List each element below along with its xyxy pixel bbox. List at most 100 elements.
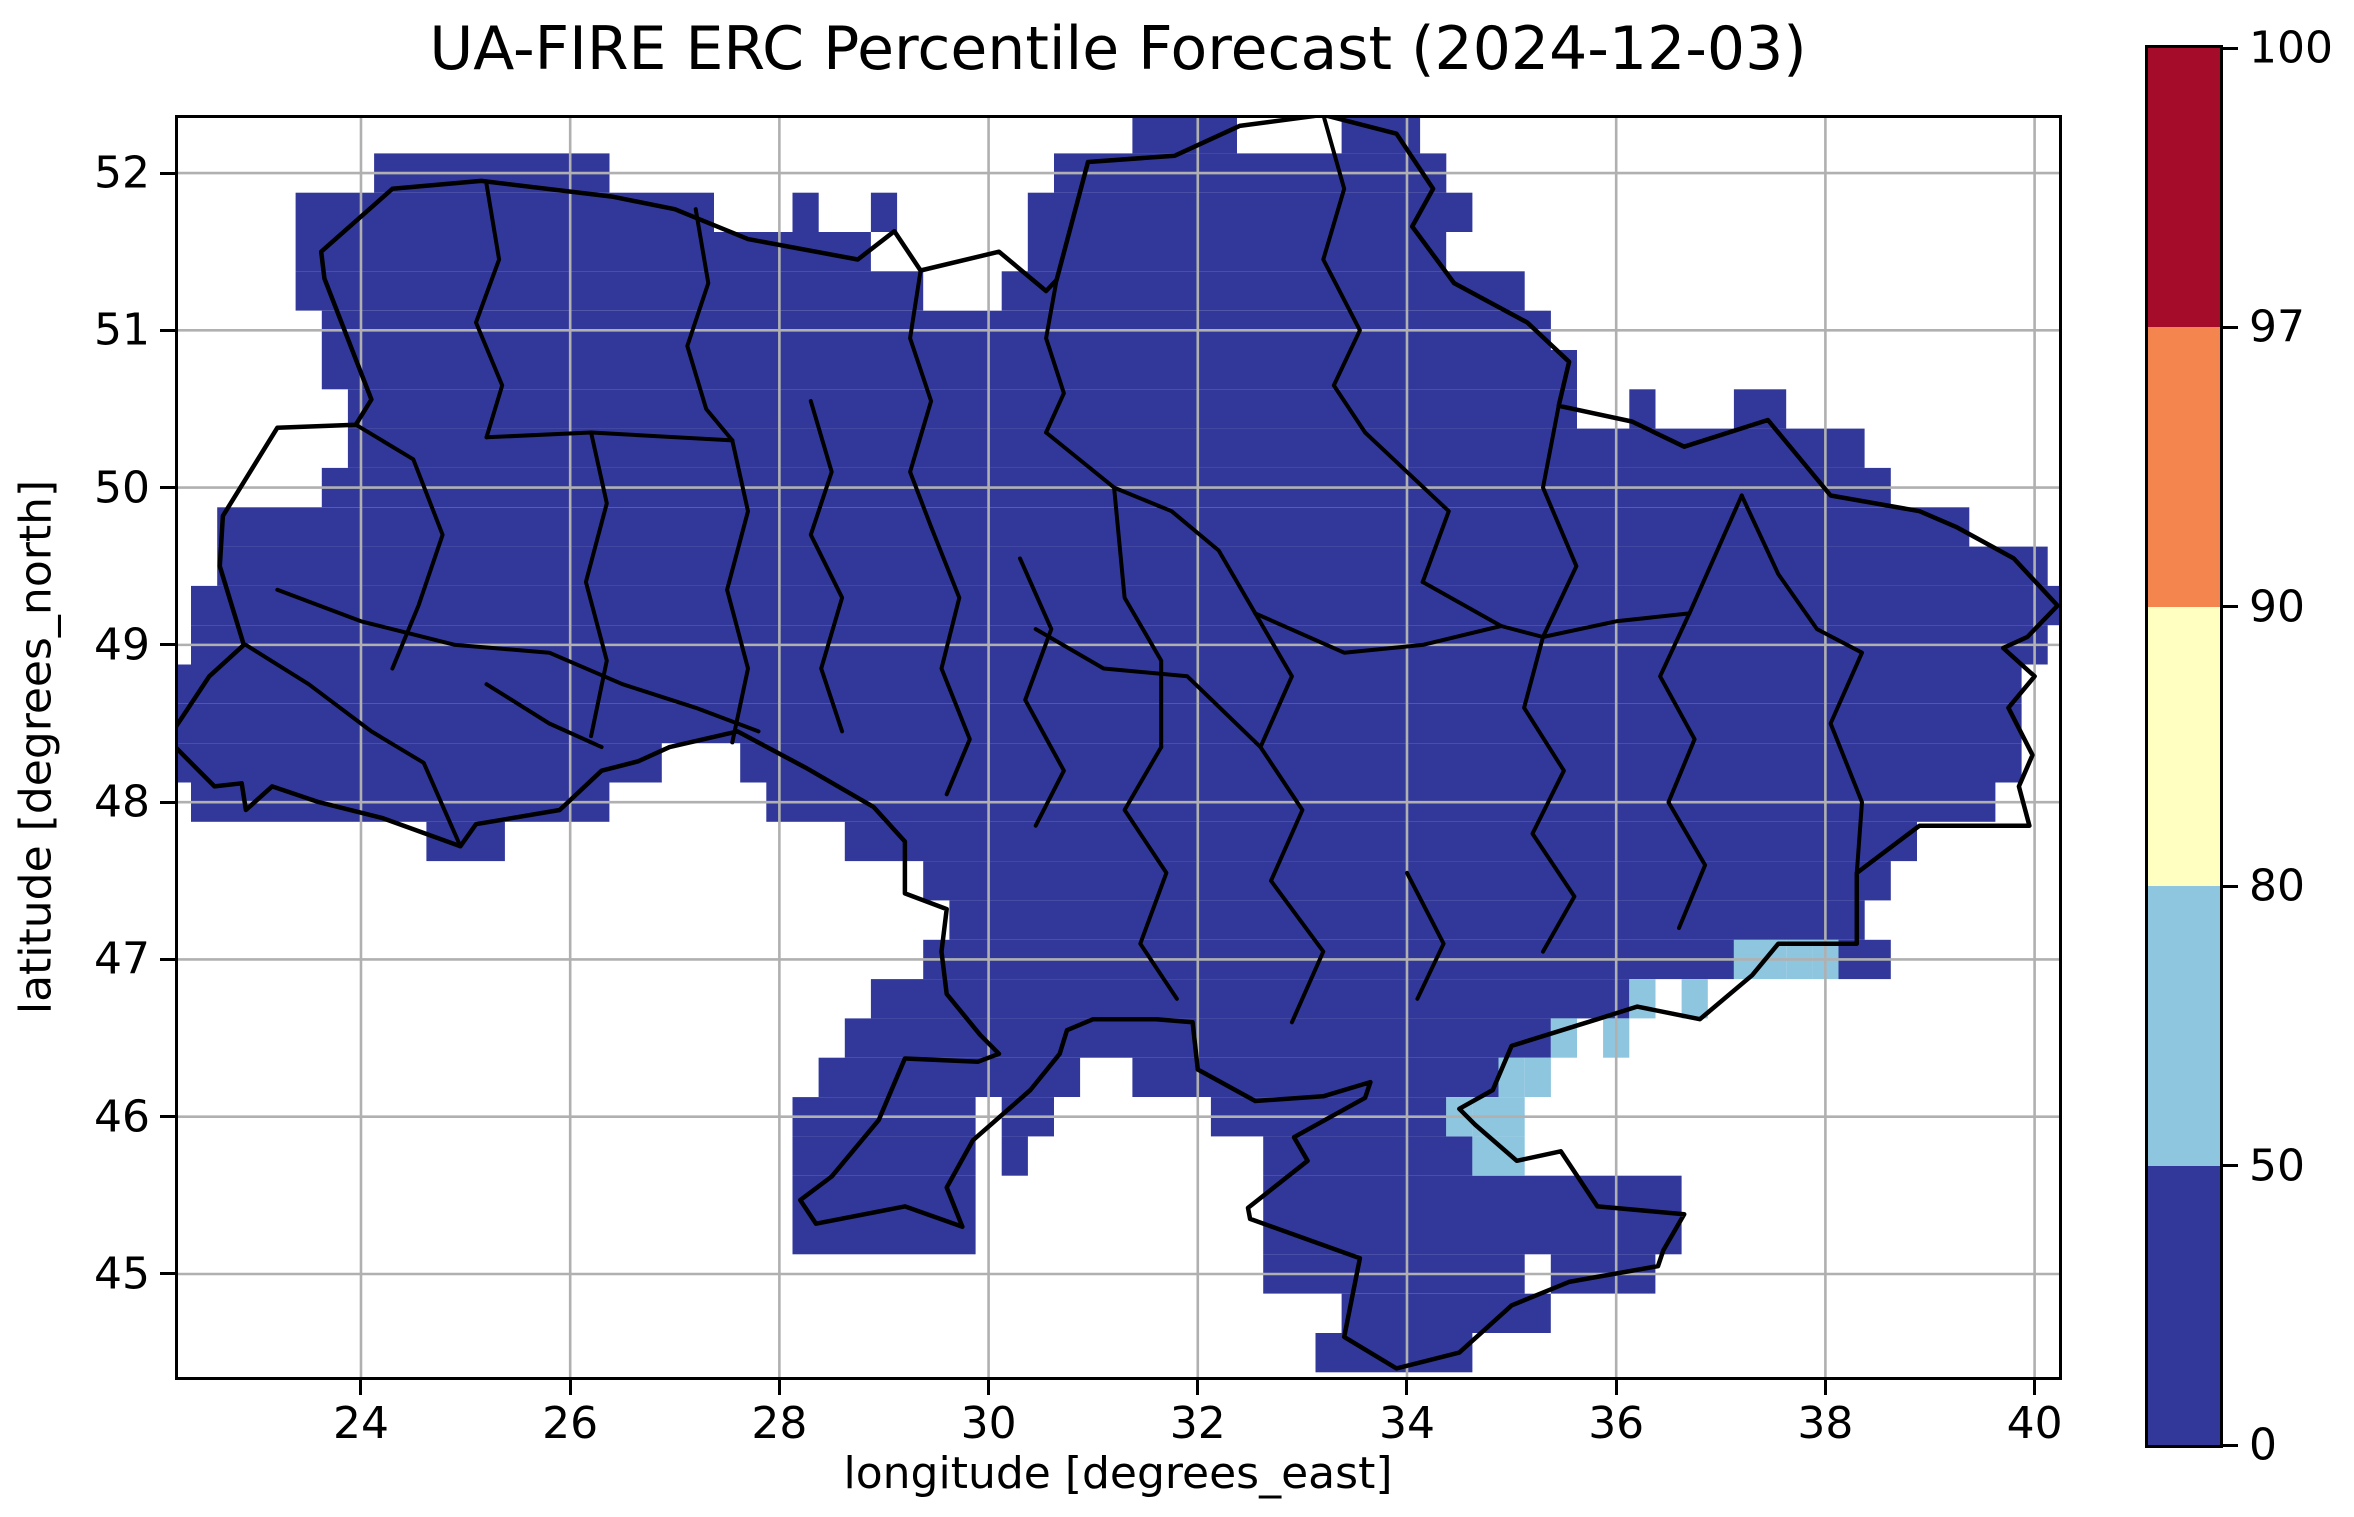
map-cell-dark [1341, 1293, 1551, 1333]
oblast-border [1739, 493, 1864, 875]
map-cell-dark [175, 703, 2022, 744]
oblast-border [474, 182, 505, 440]
map-cell-dark [870, 192, 898, 232]
map-cell-dark [295, 192, 714, 232]
x-tick-mark [568, 1380, 572, 1395]
oblast-border [1044, 278, 1066, 435]
colorbar-tick-label: 0 [2249, 1419, 2277, 1471]
x-tick-mark [1614, 1380, 1618, 1395]
y-tick-label: 47 [94, 933, 150, 985]
y-tick-label: 49 [94, 619, 150, 671]
y-tick-mark [160, 643, 175, 647]
y-tick-mark [160, 1272, 175, 1276]
oblast-border [908, 268, 934, 529]
oblast-border [1253, 611, 1504, 655]
oblast-border [1405, 870, 1446, 1001]
x-tick-label: 26 [542, 1398, 599, 1449]
y-tick-label: 46 [94, 1091, 150, 1143]
oblast-border [1018, 556, 1066, 828]
map-cell-dark [1132, 1057, 1499, 1097]
oblast-border [1044, 430, 1258, 616]
map-cell-dark [1027, 232, 1447, 272]
axes-spines [175, 115, 2062, 1380]
y-tick-label: 45 [94, 1248, 150, 1300]
map-cell-dark [295, 232, 871, 272]
x-tick-label: 28 [751, 1398, 808, 1449]
colorbar-segment [2148, 886, 2220, 1166]
y-tick-label: 51 [94, 304, 150, 356]
colorbar-segment [2148, 606, 2220, 887]
map-cell-dark [217, 507, 1970, 547]
map-cell-dark [1027, 192, 1473, 232]
colorbar-tick-label: 80 [2249, 860, 2305, 912]
oblast-border [808, 399, 845, 734]
oblast-border [484, 430, 735, 443]
map-cell-dark [217, 546, 2048, 586]
oblast-border [725, 438, 750, 745]
y-tick-mark [160, 171, 175, 175]
map-cell-dark [321, 350, 1577, 390]
x-tick-mark [987, 1380, 991, 1395]
x-axis-label: longitude [degrees_east] [843, 1448, 1393, 1499]
oblast-border [275, 587, 761, 734]
y-tick-mark [160, 800, 175, 804]
oblast-border [1541, 403, 1579, 639]
y-tick-label: 50 [94, 462, 150, 514]
x-tick-label: 24 [332, 1398, 389, 1449]
oblast-border [1658, 611, 1708, 930]
y-tick-mark [160, 328, 175, 332]
oblast-border [1122, 745, 1179, 1001]
map-cell-dark [1001, 271, 1525, 311]
x-tick-mark [359, 1380, 363, 1395]
map-cell-dark [175, 743, 662, 783]
x-tick-label: 40 [2006, 1398, 2063, 1449]
colorbar-segment [2148, 48, 2220, 328]
map-cell-light [1681, 979, 1708, 1019]
oblast-border [1363, 430, 1451, 584]
map-cell-dark [191, 585, 2062, 626]
map-cell-light [1524, 1057, 1551, 1097]
colorbar-tick-mark [2223, 1164, 2238, 1168]
map-cell-dark [870, 979, 1630, 1019]
map-cell-dark [347, 389, 1577, 429]
colorbar-tick-mark [2223, 46, 2238, 50]
country-border [175, 115, 2060, 1371]
oblast-border [353, 422, 445, 671]
colorbar-tick-mark [2223, 325, 2238, 329]
oblast-border [929, 524, 972, 797]
map-plot [175, 115, 2062, 1380]
chart-title: UA-FIRE ERC Percentile Forecast (2024-12… [429, 14, 1807, 84]
oblast-border [1253, 611, 1326, 1025]
colorbar-tick-label: 100 [2249, 22, 2333, 74]
oblast-border [1321, 115, 1368, 435]
y-tick-label: 52 [94, 147, 150, 199]
colorbar-tick-mark [2223, 1443, 2238, 1447]
map-cell-dark [792, 192, 819, 232]
colorbar-segment [2148, 1165, 2220, 1445]
colorbar-tick-mark [2223, 605, 2238, 609]
colorbar-tick-label: 90 [2249, 581, 2305, 633]
x-tick-label: 30 [960, 1398, 1017, 1449]
map-cell-dark [295, 271, 924, 311]
colorbar-tick-label: 97 [2249, 301, 2305, 353]
colorbar-tick-mark [2223, 884, 2238, 888]
x-tick-label: 36 [1588, 1398, 1645, 1449]
x-tick-label: 38 [1797, 1398, 1854, 1449]
oblast-border [583, 430, 609, 739]
map-cell-dark [347, 428, 1865, 468]
oblast-border [1112, 485, 1164, 750]
y-tick-mark [160, 486, 175, 490]
oblast-border [1033, 627, 1263, 750]
map-cell-dark [844, 821, 1917, 862]
map-cell-dark [1001, 1136, 1028, 1176]
oblast-border [685, 207, 735, 443]
map-cell-dark [792, 1136, 976, 1176]
x-tick-mark [777, 1380, 781, 1395]
map-cell-dark [740, 743, 2022, 783]
map-cell-light [1550, 1018, 1577, 1058]
x-tick-mark [1823, 1380, 1827, 1395]
colorbar [2145, 45, 2223, 1448]
x-tick-mark [2033, 1380, 2037, 1395]
y-tick-label: 48 [94, 776, 150, 828]
